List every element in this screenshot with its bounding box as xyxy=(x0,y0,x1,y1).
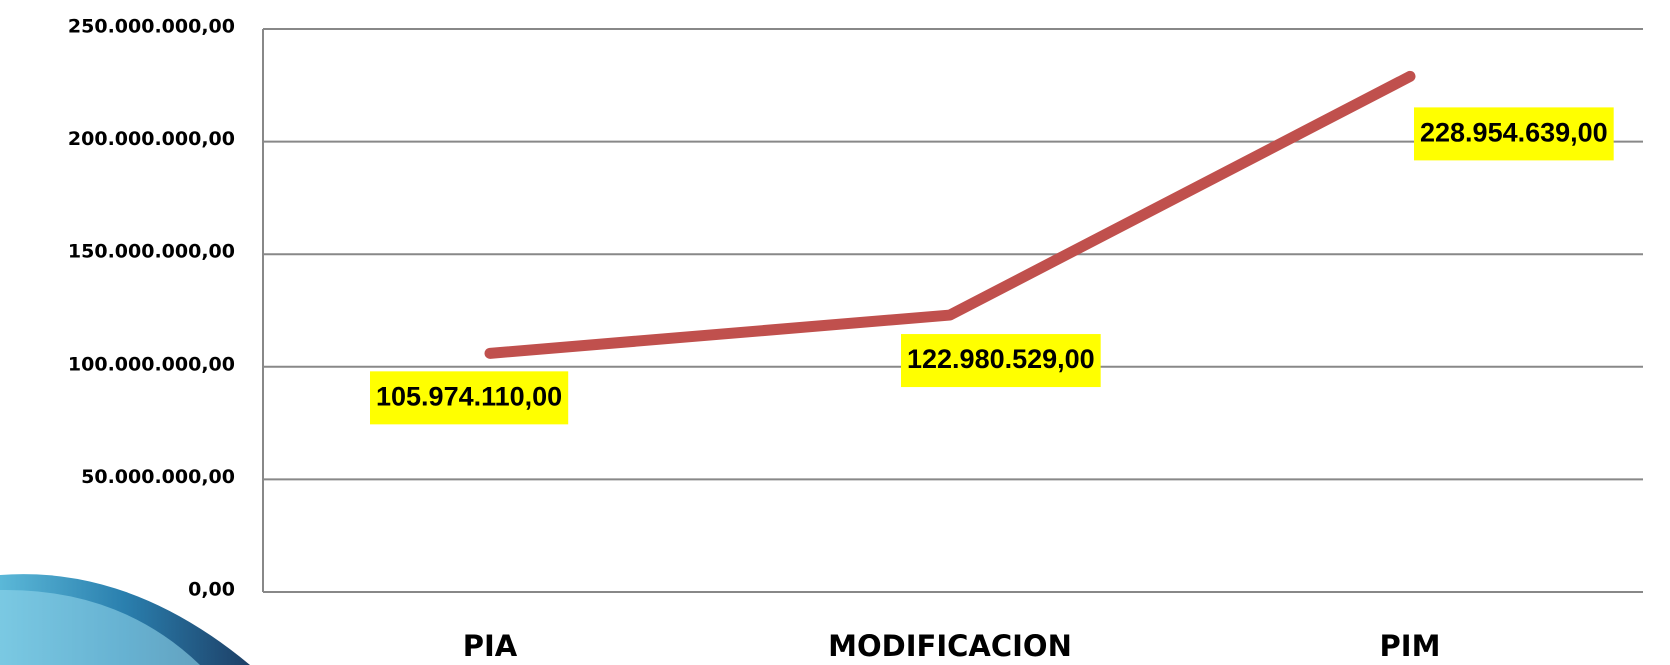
value-label: 105.974.110,00 xyxy=(376,381,562,411)
y-tick-label: 0,00 xyxy=(188,579,235,601)
x-tick-label: PIA xyxy=(463,629,518,663)
value-label-box xyxy=(901,334,1101,388)
y-tick-label: 100.000.000,00 xyxy=(68,353,235,375)
line xyxy=(484,70,1416,359)
x-tick-label: MODIFICACION xyxy=(828,629,1072,663)
y-tick-label: 200.000.000,00 xyxy=(68,128,235,150)
decoration-swoosh xyxy=(0,589,200,665)
x-tick-label: PIM xyxy=(1380,629,1441,663)
value-label: 228.954.639,00 xyxy=(1420,118,1608,148)
value-label: 122.980.529,00 xyxy=(907,344,1095,374)
y-tick-label: 150.000.000,00 xyxy=(68,241,235,263)
y-tick-label: 50.000.000,00 xyxy=(81,466,235,488)
y-tick-label: 250.000.000,00 xyxy=(68,16,235,38)
value-label-box xyxy=(1414,107,1614,161)
value-label-box xyxy=(370,371,569,425)
